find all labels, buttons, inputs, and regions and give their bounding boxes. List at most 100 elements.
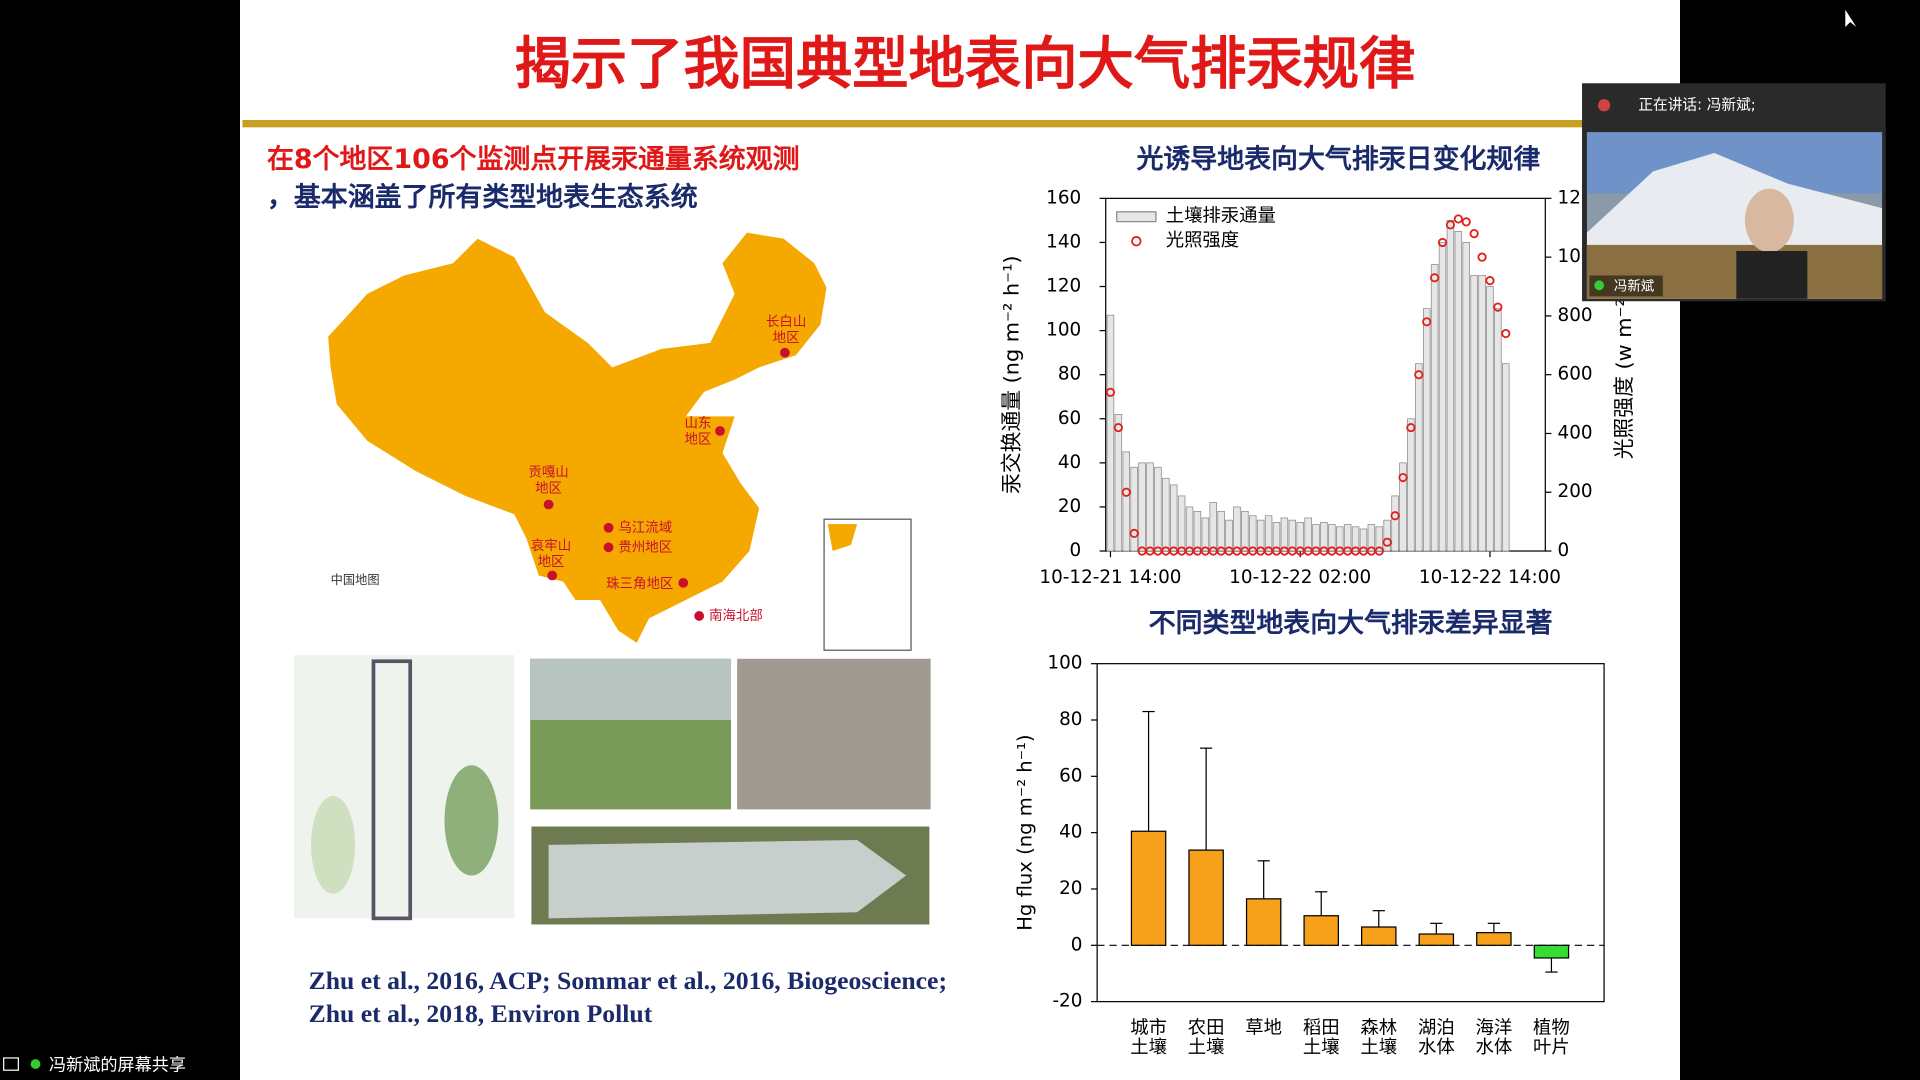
point (1469, 229, 1479, 239)
chamber (548, 840, 907, 919)
x-tick-label: 10-12-22 14:00 (1419, 567, 1561, 588)
bar (1241, 510, 1249, 552)
bar (1114, 413, 1123, 552)
site-label: 贡嘎山 (528, 465, 568, 481)
x-tick-label: 土壤 (1188, 1037, 1225, 1058)
bar (1328, 524, 1336, 552)
inset-land (827, 524, 858, 552)
bar (1312, 524, 1320, 552)
bar (1146, 462, 1154, 552)
mic-icon (30, 1059, 41, 1069)
bar (1446, 220, 1455, 552)
bar (1185, 506, 1194, 552)
x-tick-label: 稻田 (1303, 1018, 1340, 1039)
point (1422, 317, 1432, 327)
x-tick-label: 10-12-22 02:00 (1229, 567, 1371, 588)
tower (371, 659, 413, 921)
bar (1193, 510, 1202, 552)
tree (311, 795, 356, 894)
share-label: 冯新斌的屏幕共享 (49, 1055, 186, 1075)
bar (1296, 522, 1304, 552)
y2-tick-label: 600 (1558, 364, 1593, 385)
site-dot (547, 570, 558, 581)
point (1485, 276, 1495, 286)
bar (1130, 466, 1138, 552)
bar (1361, 926, 1397, 946)
bar (1359, 528, 1368, 552)
legend-swatch (1116, 211, 1157, 223)
y-tick-label: 100 (1046, 320, 1081, 341)
title-rule (242, 120, 1680, 128)
site-label: 地区 (538, 554, 565, 570)
bar (1106, 314, 1115, 552)
site-dot (694, 611, 705, 621)
bar (1280, 517, 1289, 552)
y-tick-label: 20 (1058, 496, 1081, 517)
y-tick-label: 60 (1059, 765, 1082, 786)
y-tick-label: 40 (1059, 822, 1082, 843)
bar (1177, 495, 1186, 552)
point (1477, 252, 1487, 262)
point (1129, 528, 1139, 538)
bar (1502, 363, 1510, 552)
map-title: 中国地图 (331, 572, 380, 587)
bar (1303, 915, 1339, 946)
x-tick-label: 叶片 (1533, 1037, 1570, 1058)
bar (1375, 526, 1384, 552)
point (1445, 220, 1456, 230)
point (1105, 387, 1116, 397)
bar (1391, 495, 1399, 552)
x-tick-label: 植物 (1533, 1018, 1570, 1039)
bar (1462, 242, 1470, 552)
bar (1272, 522, 1281, 552)
instrument-photo (737, 658, 931, 810)
site-label: 地区 (685, 432, 712, 448)
site-label: 贵州地区 (618, 539, 672, 555)
x-tick-label: 土壤 (1130, 1037, 1167, 1058)
x-tick-label: 10-12-21 14:00 (1039, 567, 1181, 588)
site-label: 乌江流域 (618, 520, 672, 536)
speaker-body (1736, 251, 1808, 299)
bar (1438, 242, 1447, 552)
bar (1122, 451, 1131, 552)
bar (1320, 522, 1328, 552)
point (1390, 511, 1400, 521)
bar (1430, 264, 1439, 552)
video-name: 冯新斌 (1614, 279, 1655, 295)
point (1398, 472, 1408, 483)
x-tick-label: 湖泊 (1418, 1018, 1455, 1039)
y2-axis-label: 光照强度 (w m⁻²) (1612, 290, 1636, 459)
site-label: 地区 (773, 330, 800, 346)
x-tick-label: 土壤 (1360, 1037, 1397, 1058)
bar (1162, 477, 1170, 552)
bar (1130, 830, 1167, 946)
y-axis-label: 汞交换通量 (ng m⁻² h⁻¹) (1000, 255, 1024, 494)
bar (1217, 510, 1225, 552)
chart-title: 不同类型地表向大气排汞差异显著 (1149, 607, 1553, 639)
mic-icon (1594, 280, 1605, 291)
bar (1415, 363, 1423, 552)
bar (1399, 462, 1407, 552)
x-tick-label: 城市 (1130, 1018, 1167, 1039)
point (1430, 273, 1440, 283)
point (1501, 328, 1511, 339)
x-tick-label: 草地 (1245, 1018, 1282, 1039)
bar (1304, 517, 1312, 552)
site-dot (780, 347, 790, 358)
y-tick-label: 160 (1046, 187, 1081, 208)
video-overlay: 正在讲话: 冯新斌; 冯新斌 (1582, 83, 1886, 302)
y-tick-label: 0 (1071, 934, 1083, 955)
bar (1249, 515, 1257, 552)
point (1461, 217, 1471, 227)
bar (1533, 944, 1570, 959)
y-axis-label: Hg flux (ng m⁻² h⁻¹) (1014, 734, 1037, 930)
site-label: 山东 (685, 416, 712, 432)
x-tick-label: 土壤 (1303, 1037, 1340, 1058)
point (1121, 487, 1131, 497)
y2-tick-label: 800 (1558, 305, 1593, 326)
point (1382, 537, 1392, 547)
bar (1233, 506, 1241, 552)
bar (1476, 932, 1512, 946)
